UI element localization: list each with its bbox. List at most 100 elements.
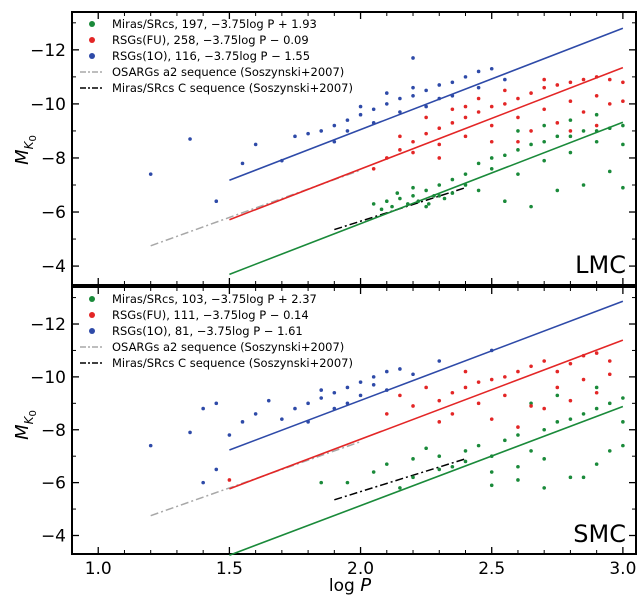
data-point-miras bbox=[542, 139, 546, 144]
data-point-miras bbox=[437, 467, 442, 472]
data-point-rsgfu bbox=[607, 372, 612, 377]
x-tick-label: 2.5 bbox=[478, 559, 505, 579]
data-point-miras bbox=[594, 462, 599, 466]
data-point-miras bbox=[594, 406, 599, 411]
data-point-rsg1o bbox=[450, 80, 455, 85]
data-point-rsgfu bbox=[398, 393, 402, 398]
data-point-miras bbox=[379, 207, 384, 212]
data-point-rsg1o bbox=[306, 131, 310, 136]
x-tick-label: 2.0 bbox=[347, 559, 374, 579]
data-point-rsgfu bbox=[542, 107, 546, 112]
data-point-rsgfu bbox=[555, 369, 560, 374]
data-point-rsgfu bbox=[516, 96, 520, 101]
data-point-miras bbox=[398, 196, 402, 201]
data-point-rsgfu bbox=[489, 139, 494, 144]
data-point-rsgfu bbox=[503, 88, 507, 93]
data-point-rsgfu bbox=[476, 401, 481, 406]
data-point-rsgfu bbox=[555, 83, 560, 87]
data-point-miras bbox=[432, 194, 436, 198]
data-point-rsgfu bbox=[607, 77, 612, 82]
data-point-rsgfu bbox=[437, 398, 442, 403]
data-point-miras bbox=[411, 475, 415, 480]
data-point-rsg1o bbox=[214, 199, 219, 204]
data-point-miras bbox=[607, 449, 612, 453]
data-point-miras bbox=[345, 480, 350, 485]
data-point-miras bbox=[450, 464, 455, 469]
legend-entry: RSGs(1O), 116, −3.75log P − 1.55 bbox=[112, 49, 310, 63]
fit-line bbox=[229, 121, 624, 276]
data-point-rsg1o bbox=[503, 77, 507, 82]
data-point-rsgfu bbox=[227, 478, 232, 482]
legend-marker bbox=[89, 328, 95, 334]
data-point-rsg1o bbox=[227, 433, 232, 437]
data-point-rsgfu bbox=[450, 121, 455, 125]
data-point-miras bbox=[390, 204, 394, 209]
data-point-rsg1o bbox=[214, 401, 219, 406]
data-point-miras bbox=[384, 199, 389, 204]
data-point-miras bbox=[476, 161, 481, 166]
data-point-rsg1o bbox=[371, 107, 376, 112]
data-point-rsgfu bbox=[463, 104, 468, 109]
data-point-rsgfu bbox=[594, 93, 599, 98]
y-tick-label: −4 bbox=[41, 526, 66, 546]
data-point-rsg1o bbox=[476, 69, 481, 74]
data-point-rsgfu bbox=[594, 75, 599, 79]
data-point-rsgfu bbox=[398, 134, 402, 139]
x-axis-title: log P bbox=[329, 575, 371, 595]
data-point-rsgfu bbox=[437, 156, 442, 160]
data-point-rsg1o bbox=[437, 359, 442, 363]
data-point-rsg1o bbox=[148, 443, 153, 448]
data-point-miras bbox=[411, 457, 415, 461]
data-point-rsgfu bbox=[476, 380, 481, 384]
data-point-rsg1o bbox=[148, 172, 153, 176]
data-point-miras bbox=[503, 153, 507, 158]
data-point-miras bbox=[542, 427, 546, 432]
data-point-miras bbox=[542, 457, 546, 461]
data-point-rsg1o bbox=[398, 96, 402, 101]
data-point-rsgfu bbox=[516, 425, 520, 429]
data-point-rsgfu bbox=[529, 129, 533, 133]
data-point-rsgfu bbox=[581, 353, 586, 358]
data-point-rsg1o bbox=[201, 406, 205, 411]
y-tick-label: −6 bbox=[41, 474, 66, 494]
data-point-rsgfu bbox=[542, 77, 546, 82]
legend-entry: OSARGs a2 sequence (Soszynski+2007) bbox=[112, 340, 344, 354]
data-point-miras bbox=[424, 204, 428, 209]
data-point-rsg1o bbox=[266, 398, 271, 403]
data-point-rsg1o bbox=[293, 406, 297, 411]
data-point-rsg1o bbox=[280, 417, 284, 421]
data-point-rsgfu bbox=[476, 96, 481, 101]
data-point-rsg1o bbox=[293, 134, 297, 139]
data-point-miras bbox=[442, 196, 447, 201]
data-point-miras bbox=[503, 199, 507, 204]
data-point-miras bbox=[529, 142, 533, 147]
data-point-miras bbox=[621, 142, 625, 147]
data-point-rsgfu bbox=[463, 115, 468, 120]
data-point-miras bbox=[371, 202, 376, 206]
data-point-rsgfu bbox=[450, 412, 455, 416]
data-point-rsgfu bbox=[489, 377, 494, 382]
data-point-rsg1o bbox=[332, 139, 337, 144]
data-point-rsg1o bbox=[437, 83, 442, 87]
data-point-miras bbox=[555, 420, 560, 424]
data-point-miras bbox=[568, 118, 573, 122]
data-point-rsg1o bbox=[398, 367, 402, 371]
plot-frame bbox=[71, 286, 637, 555]
data-point-miras bbox=[529, 401, 533, 406]
legend-entry: Miras/SRcs, 197, −3.75log P + 1.93 bbox=[112, 17, 317, 31]
data-point-miras bbox=[621, 396, 625, 400]
data-point-miras bbox=[594, 129, 599, 133]
data-point-rsgfu bbox=[568, 398, 573, 403]
y-axis-title-bottom: MK0 bbox=[12, 410, 39, 440]
data-point-miras bbox=[516, 148, 520, 152]
data-point-miras bbox=[384, 462, 389, 466]
data-point-miras bbox=[529, 204, 533, 209]
data-point-rsgfu bbox=[594, 390, 599, 395]
data-point-miras bbox=[581, 183, 586, 187]
data-point-miras bbox=[489, 470, 494, 474]
data-point-rsg1o bbox=[476, 85, 481, 90]
data-point-miras bbox=[516, 129, 520, 133]
data-point-rsg1o bbox=[450, 93, 455, 98]
data-point-rsgfu bbox=[621, 99, 625, 103]
